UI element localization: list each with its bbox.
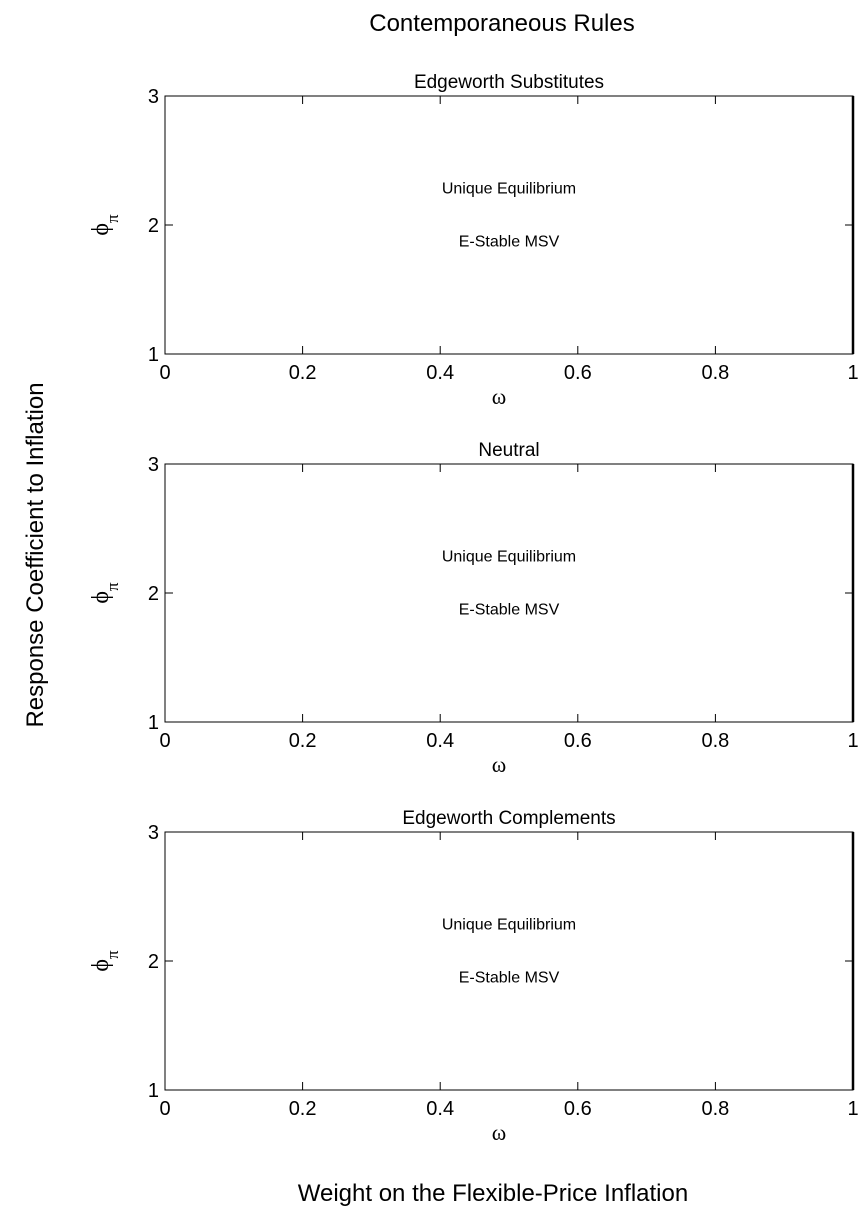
subplot-3: Edgeworth Complements 0 0.2 0.4 0.6 0.8 1 1 2 3 ω ϕ… [88,808,859,1145]
x-tick-label: 0.6 [564,362,592,384]
y-axis-label-symbol: ϕ [88,591,114,604]
x-tick-label: 0.8 [701,1098,729,1120]
x-tick-label: 1 [847,362,858,384]
x-tick-label: 0.8 [701,730,729,752]
subplot-2: Neutral 0 0.2 0.4 0.6 0.8 1 1 2 3 ω ϕπ Unique Equili… [88,440,859,777]
subplots: Edgeworth Substitutes 0 0.2 0.4 0.6 0.8 1 1 2 3 ω ϕ… [88,72,859,1145]
region-annotation: Unique Equilibrium [442,917,576,934]
y-axis-label: ϕπ [88,950,122,972]
x-tick-label: 0.2 [289,362,317,384]
x-tick-label: 1 [847,730,858,752]
figure-title: Contemporaneous Rules [369,10,635,37]
x-tick-label: 0.6 [564,1098,592,1120]
x-tick-label: 0 [159,362,170,384]
axes-box [164,463,854,723]
axes-box [164,95,854,355]
y-axis-label: ϕπ [88,214,122,236]
subplot-1: Edgeworth Substitutes 0 0.2 0.4 0.6 0.8 1 1 2 3 ω ϕ… [88,72,859,409]
subplot-title: Edgeworth Substitutes [414,72,604,93]
region-annotation: E-Stable MSV [459,601,560,618]
x-axis-label: ω [492,752,506,777]
x-tick-label: 1 [847,1098,858,1120]
y-tick-label: 3 [148,822,159,844]
subplot-title: Neutral [478,440,539,461]
x-tick-label: 0.4 [426,730,454,752]
y-axis-label-subscript: π [103,214,122,223]
x-tick-label: 0.2 [289,730,317,752]
x-tick-label: 0 [159,1098,170,1120]
x-tick-label: 0.2 [289,1098,317,1120]
y-tick-label: 2 [148,215,159,237]
y-axis-label-subscript: π [103,950,122,959]
x-tick-label: 0 [159,730,170,752]
figure-xlabel: Weight on the Flexible-Price Inflation [298,1180,688,1207]
x-tick-label: 0.6 [564,730,592,752]
region-annotation: Unique Equilibrium [442,549,576,566]
y-axis-label-subscript: π [103,582,122,591]
y-tick-label: 1 [148,344,159,366]
y-tick-label: 1 [148,712,159,734]
axes-box [164,831,854,1091]
region-annotation: E-Stable MSV [459,233,560,250]
y-axis-label-symbol: ϕ [88,959,114,972]
region-annotation: Unique Equilibrium [442,181,576,198]
y-tick-label: 1 [148,1080,159,1102]
y-axis-label: ϕπ [88,582,122,604]
x-tick-label: 0.8 [701,362,729,384]
y-tick-label: 2 [148,951,159,973]
y-axis-label-symbol: ϕ [88,223,114,236]
subplot-title: Edgeworth Complements [402,808,615,829]
y-tick-label: 3 [148,454,159,476]
figure-ylabel: Response Coefficient to Inflation [22,382,49,727]
x-tick-label: 0.4 [426,1098,454,1120]
y-tick-label: 2 [148,583,159,605]
y-tick-label: 3 [148,86,159,108]
region-annotation: E-Stable MSV [459,969,560,986]
x-axis-label: ω [492,384,506,409]
x-tick-label: 0.4 [426,362,454,384]
x-axis-label: ω [492,1120,506,1145]
